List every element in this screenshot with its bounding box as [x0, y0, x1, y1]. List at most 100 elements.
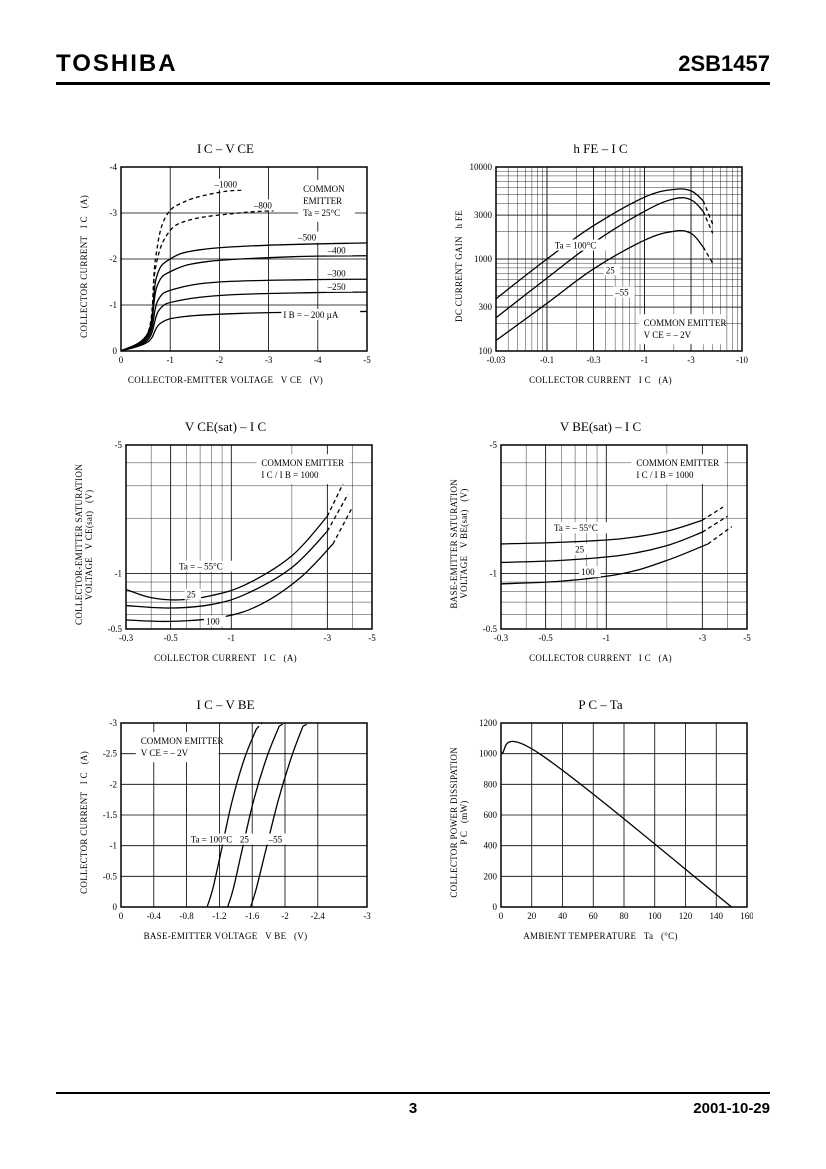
chart-vcesat_ic: V CE(sat) – I C COLLECTOR-EMITTER SATURA… [56, 419, 395, 663]
svg-text:25: 25 [239, 835, 249, 845]
svg-text:400: 400 [483, 841, 497, 851]
chart-vbesat_ic: V BE(sat) – I C BASE-EMITTER SATURATION … [431, 419, 770, 663]
chart-pc_ta: P C – Ta COLLECTOR POWER DISSIPATION P C… [431, 697, 770, 941]
chart-title: P C – Ta [578, 697, 622, 713]
svg-text:-0.5: -0.5 [482, 624, 497, 634]
svg-text:100: 100 [206, 616, 220, 626]
svg-text:25: 25 [575, 545, 585, 555]
svg-text:1200: 1200 [479, 718, 498, 728]
page-header: TOSHIBA 2SB1457 [56, 50, 770, 85]
chart-ic_vce: I C – V CE COLLECTOR CURRENT I C (A) 0-1… [56, 141, 395, 385]
svg-text:-0.3: -0.3 [586, 355, 601, 365]
chart-plot: -0.03-0.1-0.3-1-3-101003001000300010000T… [468, 161, 748, 371]
y-axis-label: DC CURRENT GAIN h FE [454, 210, 464, 322]
brand-logo: TOSHIBA [56, 50, 178, 78]
svg-text:120: 120 [678, 911, 692, 921]
svg-text:80: 80 [619, 911, 629, 921]
chart-plot: -0.3-0.5-1-3-5-0.5-1-5Ta = – 55°C25100CO… [98, 439, 378, 649]
chart-grid: I C – V CE COLLECTOR CURRENT I C (A) 0 -1… [56, 141, 770, 941]
svg-text:-2: -2 [109, 254, 117, 264]
chart-title: V CE(sat) – I C [185, 419, 266, 435]
svg-text:V CE = – 2V: V CE = – 2V [643, 330, 691, 340]
svg-text:-1: -1 [489, 569, 497, 579]
chart-plot: 0-0.4-0.8-1.2-1.6-2-2.4-30-0.5-1-1.5-2-2… [93, 717, 373, 927]
svg-text:-3: -3 [109, 718, 117, 728]
svg-text:-3: -3 [363, 911, 371, 921]
svg-text:-5: -5 [743, 633, 751, 643]
svg-text:100: 100 [581, 567, 595, 577]
svg-text:0: 0 [492, 902, 497, 912]
y-axis-label: COLLECTOR POWER DISSIPATION P C (mW) [449, 747, 469, 898]
svg-text:0: 0 [498, 911, 503, 921]
svg-text:10000: 10000 [469, 162, 492, 172]
svg-text:40: 40 [558, 911, 568, 921]
y-axis-label: COLLECTOR CURRENT I C (A) [79, 751, 89, 894]
y-axis-label: BASE-EMITTER SATURATION VOLTAGE V BE(sat… [449, 479, 469, 609]
svg-text:-0.4: -0.4 [146, 911, 161, 921]
svg-text:-2: -2 [109, 779, 117, 789]
svg-text:25: 25 [605, 265, 615, 275]
svg-text:0: 0 [118, 911, 123, 921]
svg-text:COMMON: COMMON [303, 184, 345, 194]
svg-text:-3: -3 [687, 355, 695, 365]
svg-text:-0.8: -0.8 [179, 911, 194, 921]
svg-text:-5: -5 [363, 355, 371, 365]
x-axis-label: COLLECTOR CURRENT I C (A) [529, 653, 672, 663]
svg-text:140: 140 [709, 911, 723, 921]
chart-ic_vbe: I C – V BE COLLECTOR CURRENT I C (A) 0-0… [56, 697, 395, 941]
svg-text:-0.03: -0.03 [486, 355, 505, 365]
svg-text:0: 0 [112, 902, 117, 912]
svg-text:-1.2: -1.2 [212, 911, 226, 921]
svg-text:–55: –55 [267, 835, 282, 845]
svg-text:Ta = 100°C: Ta = 100°C [554, 241, 596, 251]
svg-text:1000: 1000 [479, 749, 498, 759]
svg-text:Ta = 25°C: Ta = 25°C [303, 208, 340, 218]
y-axis-label: COLLECTOR-EMITTER SATURATION VOLTAGE V C… [74, 464, 94, 625]
x-axis-label: BASE-EMITTER VOLTAGE V BE (V) [144, 931, 308, 941]
svg-text:–250: –250 [326, 282, 346, 292]
svg-text:-1: -1 [109, 841, 117, 851]
svg-text:–1000: –1000 [213, 180, 237, 190]
svg-text:Ta = – 55°C: Ta = – 55°C [178, 562, 222, 572]
page-footer: 3 2001-10-29 [56, 1092, 770, 1117]
part-number: 2SB1457 [678, 51, 770, 77]
svg-text:-0.5: -0.5 [107, 624, 122, 634]
chart-plot: 0204060801001201401600200400600800100012… [473, 717, 753, 927]
svg-text:COMMON EMITTER: COMMON EMITTER [636, 458, 719, 468]
svg-text:1000: 1000 [474, 254, 493, 264]
svg-text:-1: -1 [640, 355, 648, 365]
svg-text:-3: -3 [323, 633, 331, 643]
svg-text:–55: –55 [614, 288, 629, 298]
svg-text:-2.4: -2.4 [310, 911, 325, 921]
svg-text:-2: -2 [215, 355, 223, 365]
svg-text:COMMON EMITTER: COMMON EMITTER [643, 318, 726, 328]
x-axis-label: COLLECTOR-EMITTER VOLTAGE V CE (V) [128, 375, 323, 385]
svg-text:I C / I B = 1000: I C / I B = 1000 [261, 470, 319, 480]
svg-text:25: 25 [186, 590, 196, 600]
svg-text:-2: -2 [281, 911, 289, 921]
svg-text:-3: -3 [264, 355, 272, 365]
chart-title: h FE – I C [573, 141, 627, 157]
svg-text:0: 0 [118, 355, 123, 365]
svg-text:3000: 3000 [474, 210, 493, 220]
x-axis-label: COLLECTOR CURRENT I C (A) [529, 375, 672, 385]
svg-text:-1.5: -1.5 [102, 810, 117, 820]
svg-text:COMMON EMITTER: COMMON EMITTER [140, 736, 223, 746]
svg-text:Ta = – 55°C: Ta = – 55°C [553, 523, 597, 533]
svg-text:100: 100 [648, 911, 662, 921]
svg-text:-5: -5 [489, 440, 497, 450]
svg-text:-4: -4 [109, 162, 117, 172]
chart-plot: -0.3-0.5-1-3-5-0.5-1-5Ta = – 55°C25100CO… [473, 439, 753, 649]
svg-text:-0.3: -0.3 [493, 633, 508, 643]
svg-text:–300: –300 [326, 268, 346, 278]
svg-text:-5: -5 [368, 633, 376, 643]
svg-text:-4: -4 [314, 355, 322, 365]
page-number: 3 [409, 1100, 417, 1117]
svg-text:-3: -3 [109, 208, 117, 218]
svg-text:-2.5: -2.5 [102, 749, 117, 759]
chart-title: I C – V CE [197, 141, 254, 157]
svg-text:200: 200 [483, 871, 497, 881]
svg-text:V CE = – 2V: V CE = – 2V [140, 748, 188, 758]
svg-text:60: 60 [588, 911, 598, 921]
chart-title: V BE(sat) – I C [560, 419, 641, 435]
